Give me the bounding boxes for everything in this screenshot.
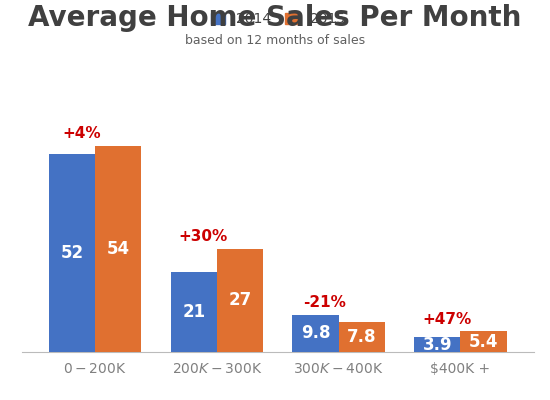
Text: 5.4: 5.4 — [469, 333, 498, 351]
Bar — [217, 249, 263, 352]
Bar — [414, 337, 460, 352]
Text: 27: 27 — [228, 292, 251, 310]
Text: -21%: -21% — [303, 295, 346, 310]
Bar — [49, 154, 95, 352]
Bar — [339, 322, 385, 352]
Text: 3.9: 3.9 — [422, 336, 452, 354]
Text: based on 12 months of sales: based on 12 months of sales — [185, 34, 365, 47]
Text: +30%: +30% — [178, 230, 228, 244]
Text: Average Home Sales Per Month: Average Home Sales Per Month — [28, 4, 522, 32]
Text: +4%: +4% — [62, 126, 101, 141]
Bar — [460, 331, 507, 352]
Text: 7.8: 7.8 — [347, 328, 377, 346]
Bar — [293, 315, 339, 352]
Text: 54: 54 — [107, 240, 130, 258]
Bar — [95, 146, 141, 352]
Text: +47%: +47% — [422, 312, 471, 327]
Bar — [170, 272, 217, 352]
Text: 21: 21 — [182, 303, 205, 321]
Text: 52: 52 — [60, 244, 84, 262]
Legend: 2014, 2015: 2014, 2015 — [205, 7, 350, 32]
Text: 9.8: 9.8 — [301, 324, 330, 342]
